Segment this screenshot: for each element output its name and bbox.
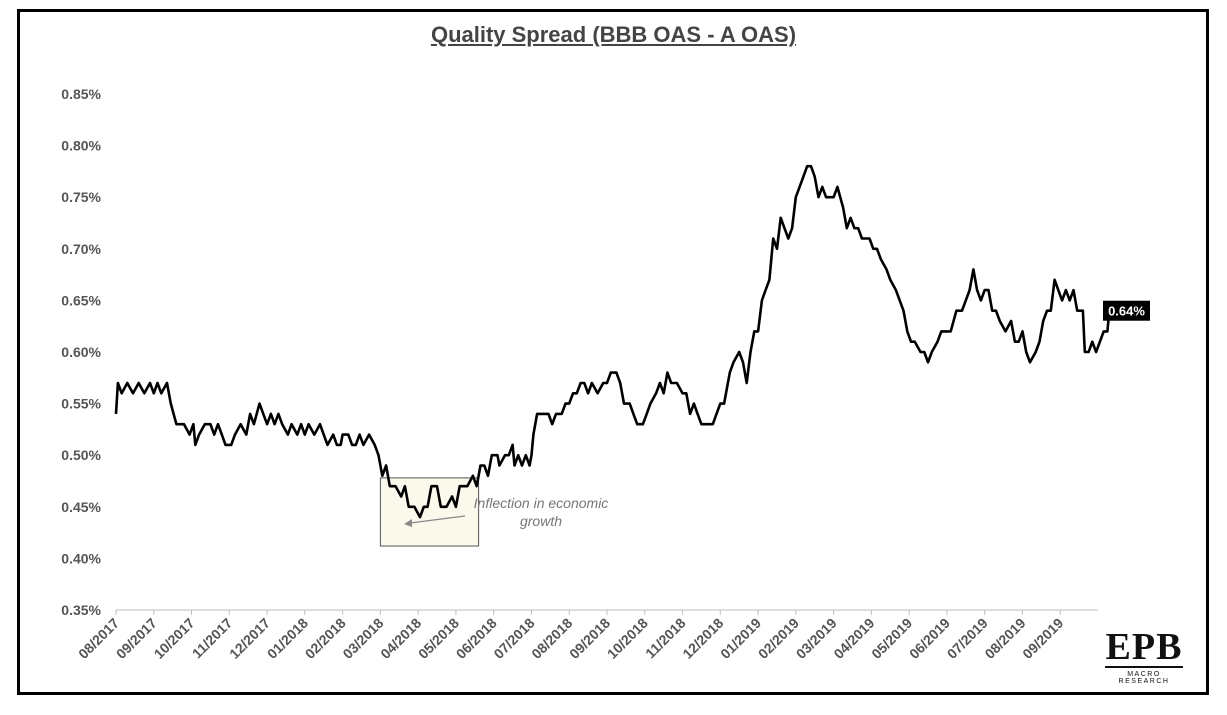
x-tick-label: 03/2018 — [339, 615, 386, 662]
y-tick-label: 0.55% — [61, 396, 101, 412]
y-tick-label: 0.85% — [61, 86, 101, 102]
x-tick-label: 07/2019 — [944, 615, 991, 662]
x-tick-label: 10/2017 — [151, 615, 198, 662]
y-tick-label: 0.50% — [61, 447, 101, 463]
series-line — [114, 164, 1111, 519]
x-tick-label: 02/2019 — [755, 615, 802, 662]
annotation: Inflection in economic growth — [379, 477, 609, 547]
annotation-arrow-line — [409, 515, 466, 524]
y-tick-label: 0.40% — [61, 550, 101, 566]
x-tick-label: 09/2018 — [566, 615, 613, 662]
x-tick-label: 01/2019 — [717, 615, 764, 662]
y-tick-label: 0.70% — [61, 241, 101, 257]
y-tick-label: 0.65% — [61, 292, 101, 308]
x-tick-label: 08/2019 — [981, 615, 1028, 662]
x-tick-label: 12/2017 — [226, 615, 273, 662]
chart-frame — [17, 9, 1209, 695]
logo-main-text: EPB — [1105, 626, 1183, 668]
x-tick-label: 08/2017 — [75, 615, 122, 662]
x-tick-label: 08/2018 — [528, 615, 575, 662]
x-tick-label: 01/2018 — [264, 615, 311, 662]
y-tick-label: 0.35% — [61, 602, 101, 618]
last-value-label: 0.64% — [1103, 300, 1150, 321]
x-tick-label: 05/2019 — [868, 615, 915, 662]
x-tick-label: 12/2018 — [679, 615, 726, 662]
last-value-text: 0.64% — [1108, 304, 1145, 319]
x-tick-label: 04/2018 — [377, 615, 424, 662]
y-tick-label: 0.45% — [61, 499, 101, 515]
series-layer — [114, 164, 1111, 519]
x-tick-label: 06/2018 — [453, 615, 500, 662]
y-axis: 0.35% 0.40% 0.45% 0.50% 0.55% 0.60% 0.65% 0.70%… — [61, 86, 101, 618]
annotation-text-line2: growth — [520, 513, 562, 529]
logo-sub-text: MACRO RESEARCH — [1118, 671, 1170, 685]
y-tick-label: 0.80% — [61, 138, 101, 154]
x-tick-label: 02/2018 — [302, 615, 349, 662]
x-tick-label: 09/2019 — [1019, 615, 1066, 662]
x-tick-label: 04/2019 — [830, 615, 877, 662]
last-value-box — [1103, 300, 1150, 321]
x-tick-label: 03/2019 — [793, 615, 840, 662]
annotation-arrowhead — [404, 519, 412, 527]
chart-title: Quality Spread (BBB OAS - A OAS) — [430, 22, 797, 47]
y-tick-label: 0.60% — [61, 344, 101, 360]
x-tick-label: 10/2018 — [604, 615, 651, 662]
x-tick-label: 07/2018 — [490, 615, 537, 662]
x-tick-label: 09/2017 — [113, 615, 160, 662]
x-tick-label: 06/2019 — [906, 615, 953, 662]
epb-logo: EPB MACRO RESEARCH — [1105, 628, 1183, 685]
x-tick-label: 05/2018 — [415, 615, 462, 662]
y-tick-label: 0.75% — [61, 189, 101, 205]
annotation-text-line1: Inflection in economic — [474, 495, 609, 511]
x-axis: 08/201709/201710/201711/201712/201701/20… — [75, 609, 1098, 662]
